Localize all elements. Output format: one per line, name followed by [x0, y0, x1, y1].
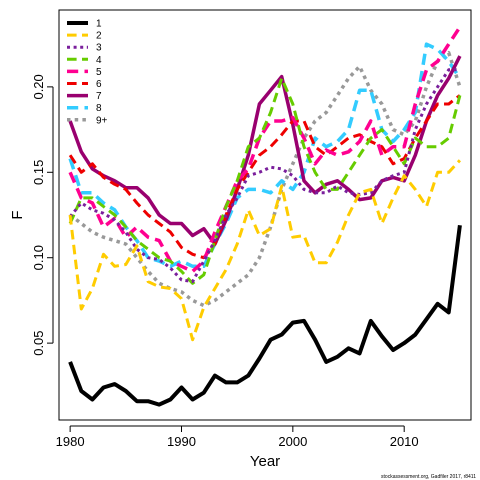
series-line-5 — [68, 26, 462, 274]
legend-label: 9+ — [96, 115, 108, 126]
legend-label: 4 — [96, 55, 102, 66]
y-tick-label: 0.20 — [31, 74, 46, 99]
y-tick-label: 0.15 — [31, 160, 46, 185]
series-line-6 — [68, 94, 461, 260]
y-axis-label: F — [9, 210, 26, 219]
legend-label: 7 — [96, 91, 102, 102]
legend-label: 3 — [96, 43, 102, 54]
legend-label: 2 — [96, 31, 102, 42]
legend-label: 6 — [96, 79, 102, 90]
legend-label: 8 — [96, 103, 102, 114]
legend-label: 5 — [96, 67, 102, 78]
series-line-4 — [68, 76, 462, 285]
x-tick-label: 1980 — [56, 434, 85, 449]
series-line-2 — [68, 159, 461, 342]
series-line-7 — [68, 55, 462, 246]
x-axis: 1980 1990 2000 2010 — [56, 425, 419, 449]
plot-frame — [58, 9, 472, 421]
series-line-9plus — [69, 50, 462, 308]
series-line-1 — [68, 225, 462, 407]
y-axis: 0.05 0.10 0.15 0.20 — [31, 74, 54, 356]
series-layer — [68, 26, 462, 407]
legend-label: 1 — [96, 19, 102, 30]
y-tick-label: 0.10 — [31, 245, 46, 270]
x-tick-label: 1990 — [167, 434, 196, 449]
footnote: stockassessment.org, Gadfiler 2017, r841… — [381, 474, 476, 480]
x-tick-label: 2010 — [390, 434, 419, 449]
x-tick-label: 2000 — [278, 434, 307, 449]
x-axis-label: Year — [250, 453, 280, 470]
y-tick-label: 0.05 — [31, 330, 46, 355]
